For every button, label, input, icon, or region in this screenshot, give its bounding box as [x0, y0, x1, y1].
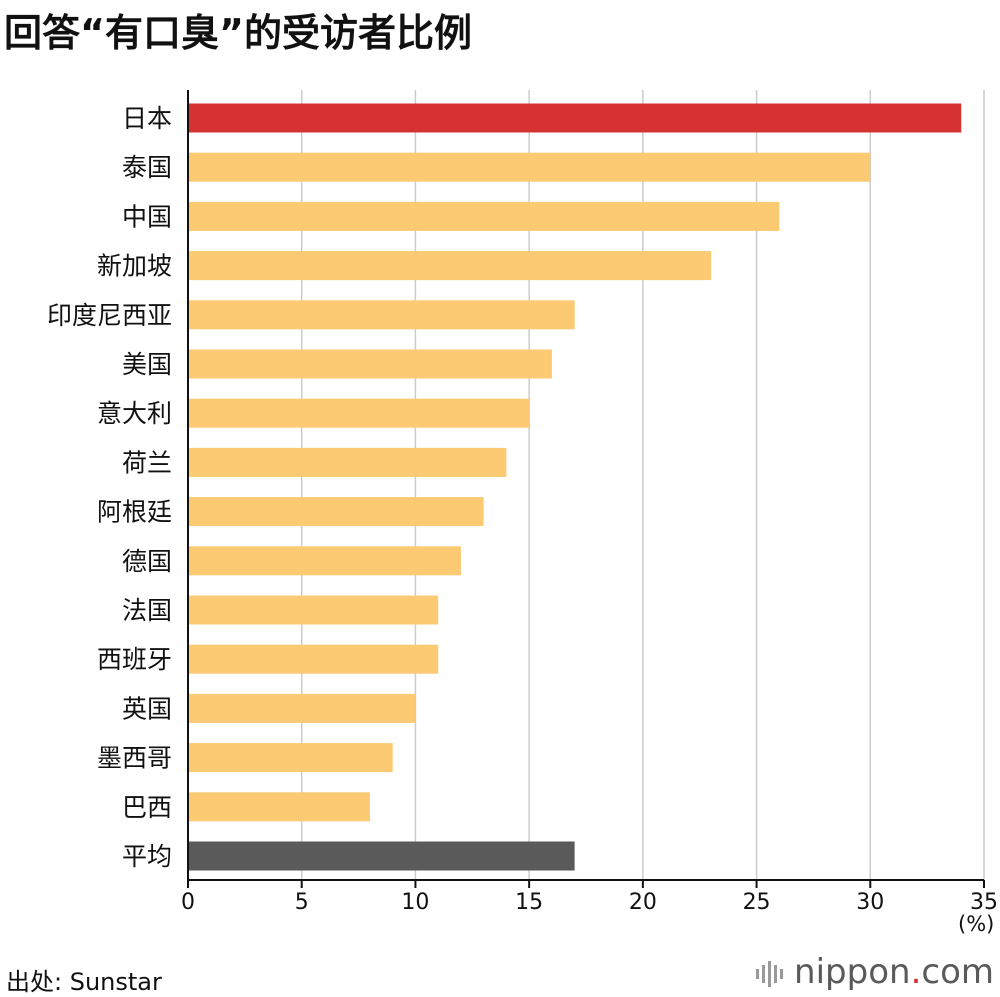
logo-dot: .	[910, 952, 922, 992]
bar	[188, 201, 780, 231]
logo-bars-icon	[756, 952, 786, 992]
logo-suffix: com	[921, 952, 994, 992]
category-label: 巴西	[122, 793, 172, 822]
bar	[188, 743, 393, 773]
category-label: 法国	[122, 596, 172, 625]
category-label: 荷兰	[122, 448, 172, 477]
category-label: 新加坡	[97, 252, 172, 281]
bar	[188, 546, 461, 576]
category-label: 墨西哥	[97, 744, 172, 773]
category-label: 西班牙	[97, 645, 172, 674]
source-note: 出处: Sunstar	[6, 968, 162, 996]
x-tick-label: 20	[629, 890, 657, 915]
logo-name: nippon	[794, 952, 911, 992]
bar	[188, 103, 962, 133]
bar	[188, 497, 484, 527]
bar	[188, 349, 552, 379]
bar	[188, 841, 575, 871]
chart-title: 回答“有口臭”的受访者比例	[4, 11, 472, 55]
category-label: 美国	[122, 350, 172, 379]
nippon-logo: nippon. com	[756, 952, 994, 992]
category-label: 印度尼西亚	[47, 301, 172, 330]
category-label: 中国	[122, 202, 172, 231]
x-tick-label: 25	[743, 890, 771, 915]
axis-unit-label: (%)	[958, 912, 995, 936]
bar	[188, 644, 439, 674]
bar	[188, 152, 871, 182]
bar	[188, 300, 575, 330]
bar	[188, 251, 712, 281]
bar	[188, 398, 530, 428]
x-tick-label: 15	[515, 890, 543, 915]
bar	[188, 693, 416, 723]
category-label: 德国	[122, 547, 172, 576]
x-tick-label: 30	[856, 890, 884, 915]
x-tick-label: 35	[970, 890, 998, 915]
category-label: 阿根廷	[97, 498, 172, 527]
category-label: 平均	[122, 842, 172, 871]
x-tick-label: 0	[181, 890, 195, 915]
category-label: 英国	[122, 694, 172, 723]
category-label: 泰国	[122, 153, 172, 182]
bar	[188, 447, 507, 477]
category-label: 意大利	[97, 399, 172, 428]
x-tick-label: 5	[295, 890, 309, 915]
category-label: 日本	[122, 104, 172, 133]
bar	[188, 792, 370, 822]
x-tick-label: 10	[401, 890, 429, 915]
bar	[188, 595, 439, 625]
